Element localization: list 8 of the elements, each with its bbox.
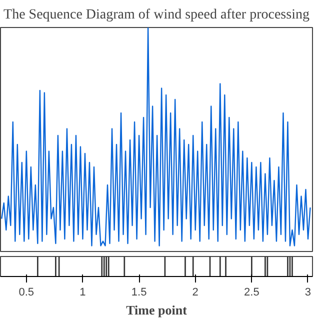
x-tick-label: 3 (304, 286, 312, 298)
x-tick-label: 1 (80, 286, 86, 298)
x-axis-title: Time point (126, 302, 188, 318)
x-tick-label: 1.5 (131, 286, 147, 298)
chart-title: The Sequence Diagram of wind speed after processing (4, 8, 310, 22)
x-tick-label: 2.5 (244, 286, 260, 298)
x-tick-label: 0.5 (18, 286, 34, 298)
x-tick-label: 2 (192, 286, 198, 298)
